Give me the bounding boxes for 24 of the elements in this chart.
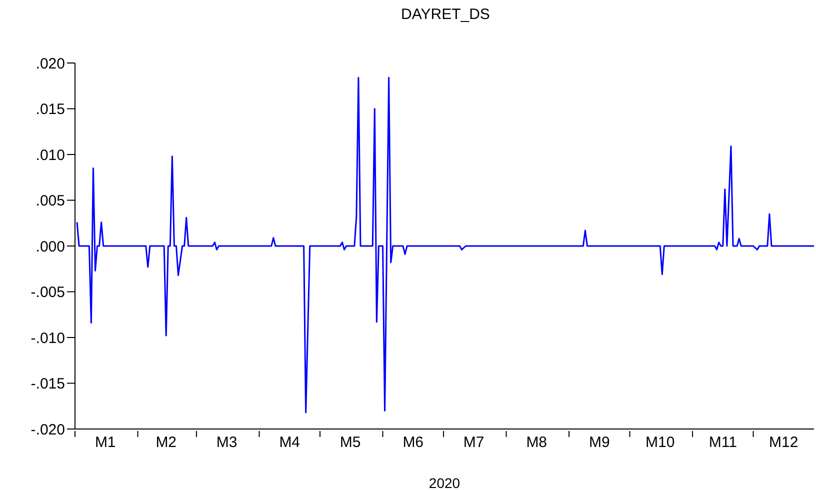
x-tick-label: M12 — [769, 434, 798, 451]
y-tick-label: .005 — [36, 192, 65, 210]
x-tick-label: M4 — [279, 434, 300, 451]
y-tick-label: .015 — [36, 101, 65, 118]
x-tick-label: M9 — [588, 434, 610, 451]
y-tick-label: -.020 — [30, 421, 65, 438]
x-tick-label: M10 — [646, 434, 675, 451]
x-tick-label: M7 — [463, 434, 484, 451]
y-tick-label: .000 — [36, 238, 65, 256]
chart-title: DAYRET_DS — [400, 6, 491, 23]
x-tick-label: M5 — [340, 434, 361, 451]
y-tick-label: .020 — [36, 55, 65, 72]
x-tick-label: M6 — [402, 434, 424, 451]
y-tick-label: -.005 — [30, 284, 65, 302]
x-tick-label: M1 — [94, 434, 116, 451]
x-tick-label: M3 — [216, 434, 238, 451]
x-axis-title: 2020 — [428, 475, 460, 490]
x-tick-label: M2 — [156, 434, 177, 451]
y-tick-label: -.015 — [30, 376, 65, 393]
y-tick-label: .010 — [36, 146, 65, 164]
x-tick-label: M8 — [526, 434, 548, 451]
y-tick-label: -.010 — [30, 330, 65, 347]
x-tick-label: M11 — [708, 434, 737, 451]
line-series — [76, 76, 814, 414]
